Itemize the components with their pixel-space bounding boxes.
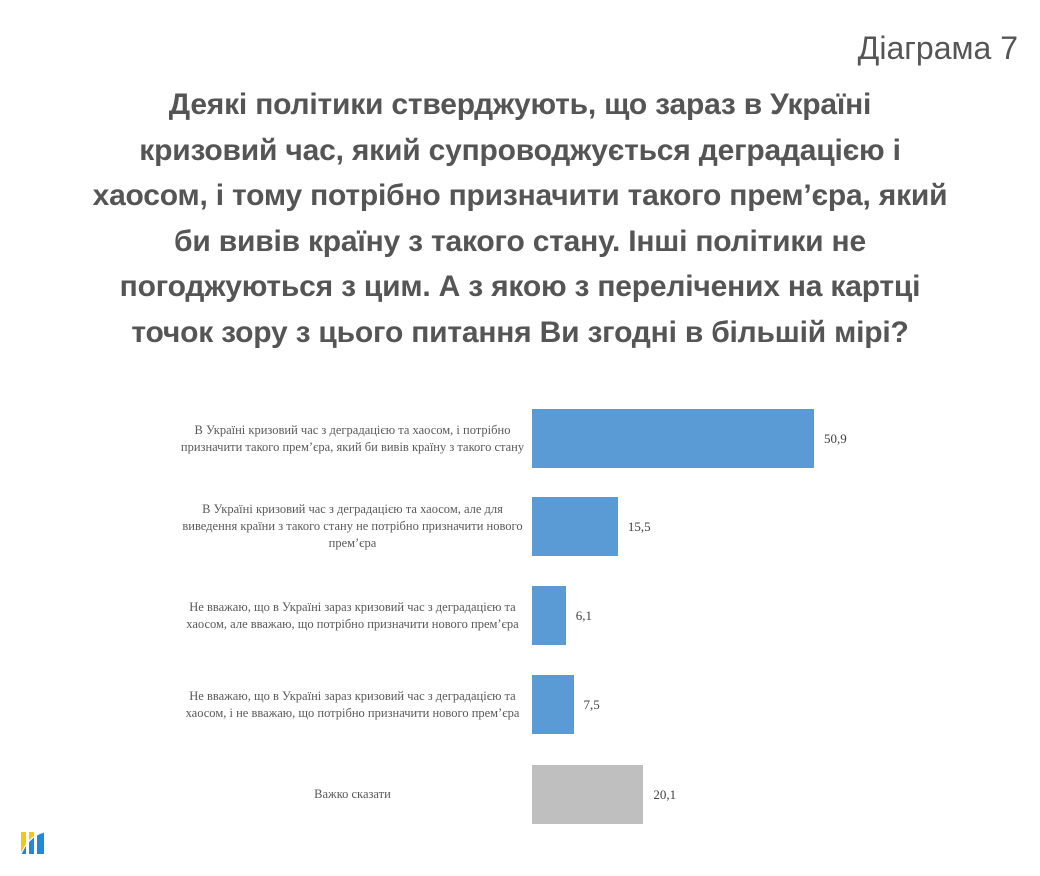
category-label-text: Не вважаю, що в Україні зараз кризовий ч… bbox=[185, 688, 520, 720]
value-label: 7,5 bbox=[583, 697, 600, 712]
bar bbox=[532, 675, 574, 734]
title-line: погоджуються з цим. А з якою з перелічен… bbox=[119, 270, 921, 303]
category-label-text: Важко сказати bbox=[314, 787, 391, 801]
title-line: Деякі політики стверджують, що зараз в У… bbox=[168, 88, 872, 121]
category-label-text: В Україні кризовий час з деградацією та … bbox=[180, 422, 525, 454]
bar bbox=[532, 586, 566, 645]
value-label: 15,5 bbox=[627, 519, 651, 534]
chart-row: В Україні кризовий час з деградацією та … bbox=[0, 497, 1040, 556]
chart-row: Не вважаю, що в Україні зараз кризовий ч… bbox=[0, 675, 1040, 734]
chart-row: Важко сказати 20,1 bbox=[0, 765, 1040, 824]
bar bbox=[532, 765, 644, 824]
bar bbox=[532, 409, 814, 468]
chart-row: Не вважаю, що в Україні зараз кризовий ч… bbox=[0, 586, 1040, 645]
title-line: точок зору з цього питання Ви згодні в б… bbox=[131, 315, 909, 349]
category-label: В Україні кризовий час з деградацією та … bbox=[180, 409, 525, 468]
chart-row: В Україні кризовий час з деградацією та … bbox=[0, 409, 1040, 468]
chart-title: Деякі політики стверджують, що зараз в У… bbox=[20, 82, 1020, 355]
value-label: 20,1 bbox=[653, 787, 677, 802]
category-label: В Україні кризовий час з деградацією та … bbox=[180, 497, 525, 556]
bars-logo-icon bbox=[20, 831, 45, 855]
category-label-text: Не вважаю, що в Україні зараз кризовий ч… bbox=[186, 599, 519, 631]
category-label: Важко сказати bbox=[180, 765, 525, 824]
value-label: 6,1 bbox=[575, 608, 593, 623]
title-line: би вивів країну з такого стану. Інші пол… bbox=[174, 224, 866, 258]
value-label: 50,9 bbox=[824, 431, 847, 446]
bar bbox=[532, 497, 618, 556]
title-line: хаосом, і тому потрібно призначити таког… bbox=[92, 179, 948, 212]
title-line: кризовий час, який супроводжується дегра… bbox=[139, 133, 901, 167]
diagram-number-label: Діаграма 7 bbox=[857, 30, 1018, 66]
category-label-text: В Україні кризовий час з деградацією та … bbox=[182, 502, 523, 550]
category-label: Не вважаю, що в Україні зараз кризовий ч… bbox=[180, 675, 525, 734]
category-label: Не вважаю, що в Україні зараз кризовий ч… bbox=[180, 586, 525, 645]
